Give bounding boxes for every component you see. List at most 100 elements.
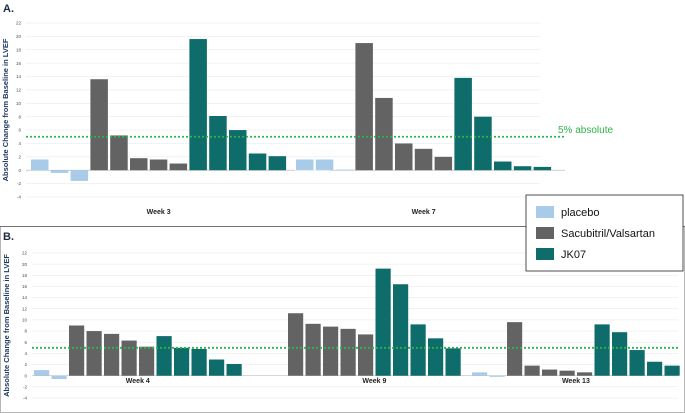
legend-swatch-jk07 xyxy=(536,248,554,260)
bar-sacubitril-valsartan xyxy=(559,370,575,376)
y-tick-label: -4 xyxy=(17,195,21,200)
bar-sacubitril-valsartan xyxy=(434,156,453,171)
legend-label: Sacubitril/Valsartan xyxy=(561,228,655,240)
panel-a: A. -4 -2 0 2 4 6 8 10 12 14 16 18 20 22 Absolute Change… xyxy=(1,3,613,216)
week-label: Week 3 xyxy=(147,209,171,216)
bar-jk07 xyxy=(474,116,492,171)
bar-sacubitril-valsartan xyxy=(395,143,413,171)
bar-sacubitril-valsartan xyxy=(169,163,188,171)
bar-jk07 xyxy=(248,153,267,171)
bar-sacubitril-valsartan xyxy=(149,159,168,171)
bar-jk07 xyxy=(229,130,247,171)
y-tick-label: -2 xyxy=(23,384,27,389)
bar-sacubitril-valsartan xyxy=(288,313,304,376)
y-tick-label: -4 xyxy=(23,396,27,401)
bar-sacubitril-valsartan xyxy=(414,148,433,171)
y-tick-label: 0 xyxy=(18,168,21,173)
bar-placebo xyxy=(335,169,354,171)
bar-sacubitril-valsartan xyxy=(542,369,558,376)
legend-label: placebo xyxy=(561,207,600,219)
legend-label: JK07 xyxy=(561,249,586,261)
bar-sacubitril-valsartan xyxy=(104,333,120,376)
bar-jk07 xyxy=(156,336,172,376)
bar-jk07 xyxy=(226,363,242,376)
bar-jk07 xyxy=(594,324,610,376)
panel-b: B. -4 -2 0 2 4 6 8 10 12 14 16 18 20 22 Absolute Change… xyxy=(2,231,680,401)
bar-sacubitril-valsartan xyxy=(524,365,540,376)
bar-jk07 xyxy=(612,332,628,376)
bar-jk07 xyxy=(191,348,207,376)
bar-jk07 xyxy=(494,161,512,171)
bar-sacubitril-valsartan xyxy=(110,135,128,171)
bar-sacubitril-valsartan xyxy=(323,326,339,376)
bar-jk07 xyxy=(189,39,207,171)
panel-label: A. xyxy=(3,3,14,15)
y-tick-label: 8 xyxy=(24,329,27,334)
panel-label: B. xyxy=(3,231,14,243)
bar-jk07 xyxy=(410,324,426,376)
bar-jk07 xyxy=(375,268,391,376)
bar-jk07 xyxy=(445,348,461,376)
bar-sacubitril-valsartan xyxy=(139,346,155,376)
bar-jk07 xyxy=(428,338,444,376)
legend-swatch-sacubitril-valsartan xyxy=(536,227,554,239)
y-tick-label: 16 xyxy=(16,61,22,66)
bar-jk07 xyxy=(664,365,680,376)
y-tick-label: 18 xyxy=(16,47,22,52)
y-tick-label: 10 xyxy=(16,101,22,106)
bar-sacubitril-valsartan xyxy=(305,323,321,376)
y-tick-label: 0 xyxy=(24,373,27,378)
y-tick-label: 20 xyxy=(16,34,22,39)
y-tick-label: 12 xyxy=(16,88,22,93)
y-tick-label: 6 xyxy=(18,128,21,133)
y-tick-label: 4 xyxy=(18,141,21,146)
y-tick-label: 10 xyxy=(22,318,28,323)
bar-jk07 xyxy=(513,166,532,171)
bar-placebo xyxy=(296,159,314,171)
y-tick-label: 12 xyxy=(22,306,28,311)
y-tick-label: 22 xyxy=(22,251,28,256)
y-tick-label: 18 xyxy=(22,273,28,278)
legend-swatch-placebo xyxy=(536,206,554,218)
bar-sacubitril-valsartan xyxy=(69,325,85,376)
bar-jk07 xyxy=(174,347,190,376)
week-label: Week 13 xyxy=(562,378,590,385)
bar-placebo xyxy=(70,170,89,181)
y-axis-label: Absolute Change from Baseline in LVEF xyxy=(2,254,11,397)
bar-sacubitril-valsartan xyxy=(375,97,393,171)
bar-jk07 xyxy=(454,77,472,171)
bar-placebo xyxy=(51,375,67,380)
week-label: Week 9 xyxy=(362,378,386,385)
y-tick-label: 2 xyxy=(18,154,21,159)
y-tick-label: 2 xyxy=(24,362,27,367)
y-tick-label: 14 xyxy=(22,295,28,300)
bar-jk07 xyxy=(533,166,552,171)
bar-jk07 xyxy=(629,350,645,376)
y-tick-label: 8 xyxy=(18,114,21,119)
legend: placebo Sacubitril/Valsartan JK07 xyxy=(525,194,684,272)
bar-sacubitril-valsartan xyxy=(507,322,523,376)
bar-jk07 xyxy=(209,116,227,171)
y-tick-label: 22 xyxy=(16,21,22,26)
bar-sacubitril-valsartan xyxy=(355,43,373,171)
bar-jk07 xyxy=(209,359,225,376)
y-tick-label: 6 xyxy=(24,340,27,345)
reference-line-label: 5% absolute xyxy=(558,125,613,136)
y-tick-label: 20 xyxy=(22,262,28,267)
week-label: Week 7 xyxy=(412,209,436,216)
y-axis-label: Absolute Change from Baseline in LVEF xyxy=(1,38,10,181)
bar-sacubitril-valsartan xyxy=(130,158,148,171)
y-tick-label: 4 xyxy=(24,351,27,356)
bar-jk07 xyxy=(393,284,409,376)
bar-placebo xyxy=(34,370,50,376)
bar-placebo xyxy=(489,375,505,377)
bar-sacubitril-valsartan xyxy=(577,372,593,376)
bar-sacubitril-valsartan xyxy=(358,334,374,376)
bar-sacubitril-valsartan xyxy=(340,328,356,376)
y-tick-label: 14 xyxy=(16,74,22,79)
y-tick-label: -2 xyxy=(17,181,21,186)
bar-placebo xyxy=(31,159,49,171)
bar-jk07 xyxy=(268,156,287,171)
